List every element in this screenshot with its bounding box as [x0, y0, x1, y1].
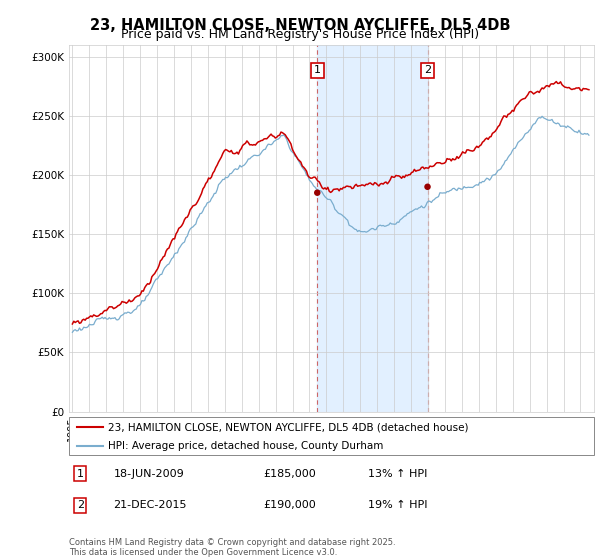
- Text: 23, HAMILTON CLOSE, NEWTON AYCLIFFE, DL5 4DB: 23, HAMILTON CLOSE, NEWTON AYCLIFFE, DL5…: [90, 18, 510, 33]
- Text: 19% ↑ HPI: 19% ↑ HPI: [368, 500, 428, 510]
- Text: 23, HAMILTON CLOSE, NEWTON AYCLIFFE, DL5 4DB (detached house): 23, HAMILTON CLOSE, NEWTON AYCLIFFE, DL5…: [109, 422, 469, 432]
- Text: 1: 1: [314, 66, 321, 76]
- Text: £190,000: £190,000: [263, 500, 316, 510]
- Text: 18-JUN-2009: 18-JUN-2009: [113, 469, 184, 479]
- Text: 21-DEC-2015: 21-DEC-2015: [113, 500, 187, 510]
- Text: HPI: Average price, detached house, County Durham: HPI: Average price, detached house, Coun…: [109, 441, 384, 451]
- Text: 2: 2: [424, 66, 431, 76]
- Text: 13% ↑ HPI: 13% ↑ HPI: [368, 469, 428, 479]
- Point: [423, 183, 433, 192]
- Text: 1: 1: [77, 469, 84, 479]
- Bar: [317, 45, 428, 412]
- FancyBboxPatch shape: [69, 417, 594, 455]
- Text: Price paid vs. HM Land Registry's House Price Index (HPI): Price paid vs. HM Land Registry's House …: [121, 28, 479, 41]
- Point: [313, 188, 322, 197]
- Text: Contains HM Land Registry data © Crown copyright and database right 2025.
This d: Contains HM Land Registry data © Crown c…: [69, 538, 395, 557]
- Text: £185,000: £185,000: [263, 469, 316, 479]
- Text: 2: 2: [77, 500, 84, 510]
